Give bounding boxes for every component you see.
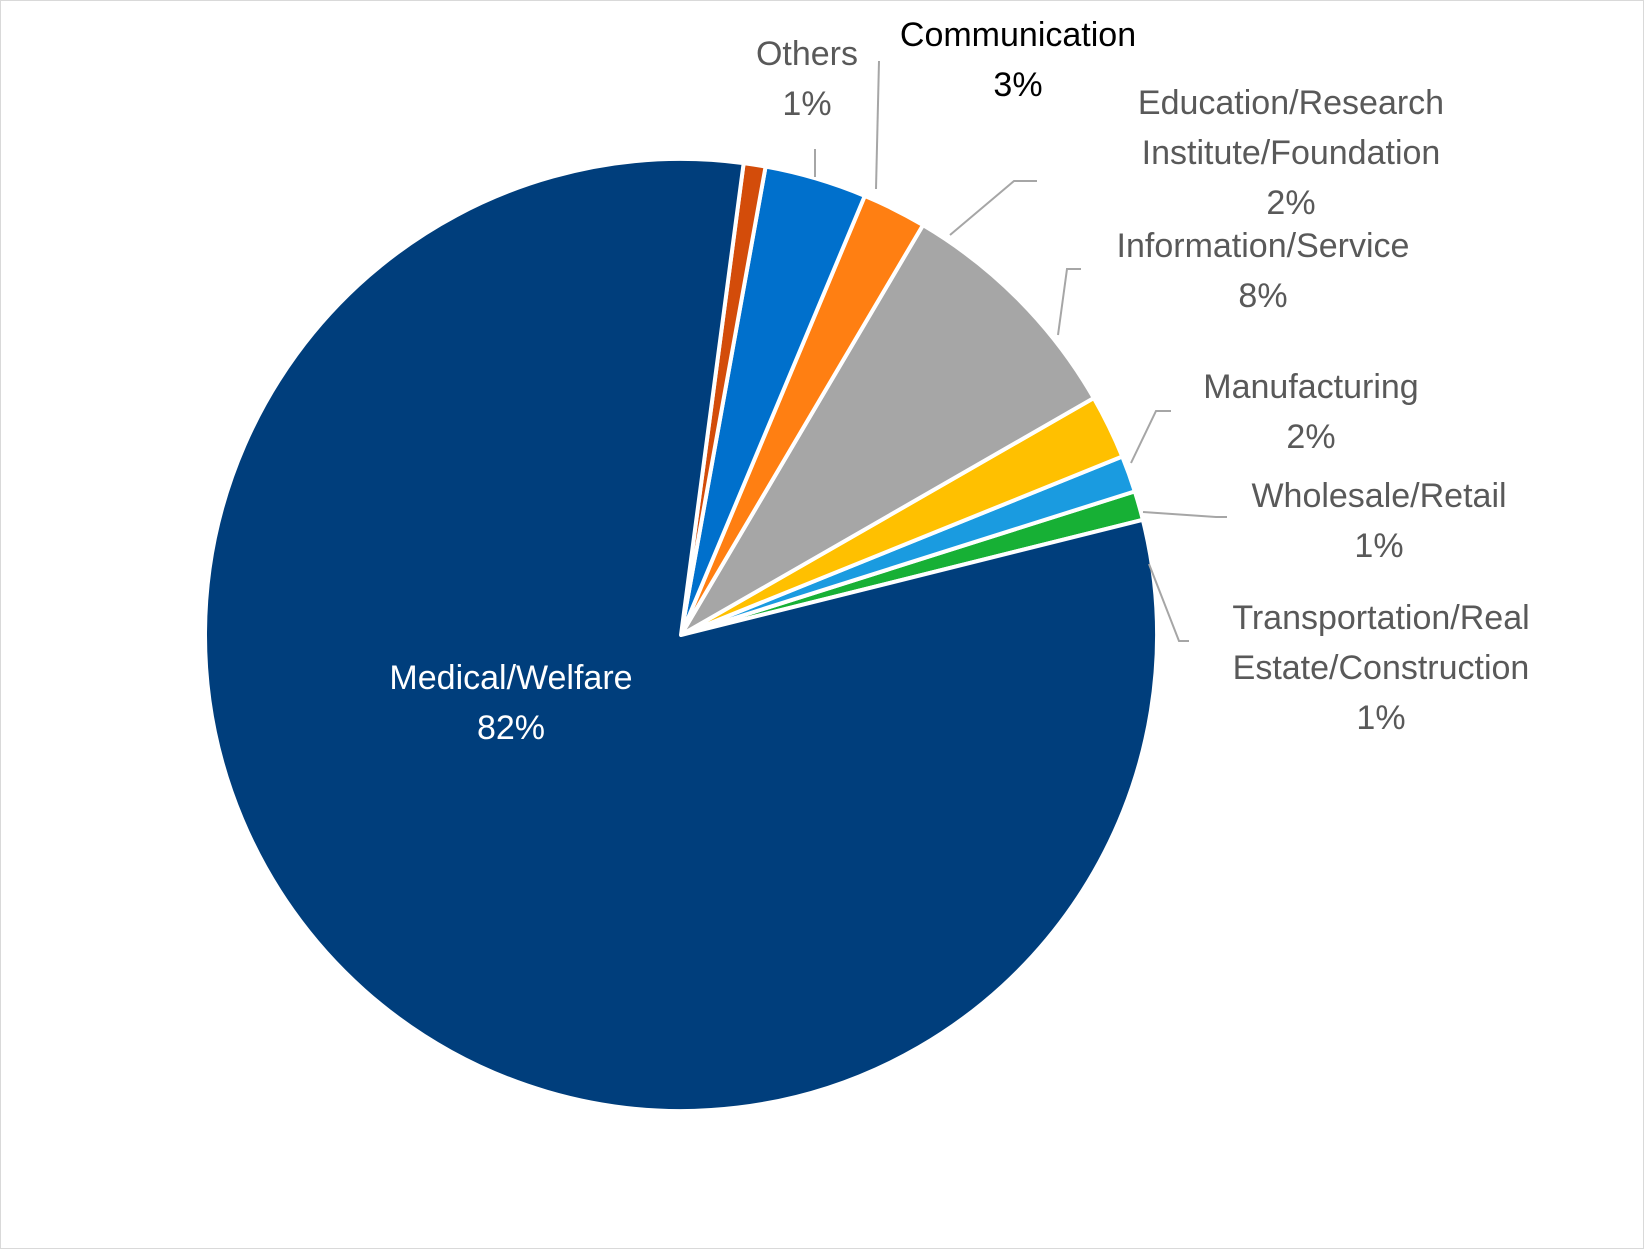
leader-lines (814, 60, 1227, 642)
slice-label: Medical/Welfare 82% (389, 659, 632, 747)
leader-line (875, 60, 880, 190)
slice-percent: 1% (1356, 699, 1405, 737)
slice-name: Others (756, 35, 858, 73)
leader-line (1142, 511, 1227, 518)
slice-label: Others 1% (756, 35, 858, 123)
slice-label: Communication 3% (900, 16, 1136, 104)
slice-percent: 1% (782, 85, 831, 123)
slice-percent: 3% (993, 66, 1042, 104)
slice-label: Manufacturing 2% (1203, 368, 1418, 456)
slice-name: Transportation/Real (1232, 599, 1529, 637)
pie-slice-medical-welfare (203, 157, 1159, 1113)
leader-line (1130, 410, 1171, 464)
leader-line (1148, 563, 1189, 642)
slice-name: Medical/Welfare (389, 659, 632, 697)
slice-percent: 2% (1286, 418, 1335, 456)
slice-name: Manufacturing (1203, 368, 1418, 406)
leader-line (949, 180, 1037, 236)
pie-slice-information-service (679, 223, 1096, 637)
slice-labels: Transportation/Real Estate/Construction 1%… (389, 16, 1529, 747)
slice-label: Education/Research Institute/Foundation 2% (1138, 84, 1444, 222)
leader-line (1057, 268, 1081, 336)
slice-name: Education/Research (1138, 84, 1444, 122)
slice-label: Transportation/Real Estate/Construction 1% (1232, 599, 1529, 737)
slice-label: Wholesale/Retail 1% (1251, 477, 1506, 565)
slice-percent: 2% (1266, 184, 1315, 222)
slice-percent: 8% (1238, 277, 1287, 315)
slice-percent: 1% (1354, 527, 1403, 565)
pie-slices (203, 157, 1159, 1113)
slice-name: Information/Service (1117, 227, 1410, 265)
slice-percent: 82% (477, 709, 545, 747)
slice-name: Estate/Construction (1233, 649, 1530, 687)
slice-name: Institute/Foundation (1142, 134, 1441, 172)
slice-name: Wholesale/Retail (1251, 477, 1506, 515)
slice-label: Information/Service 8% (1117, 227, 1410, 315)
slice-name: Communication (900, 16, 1136, 54)
